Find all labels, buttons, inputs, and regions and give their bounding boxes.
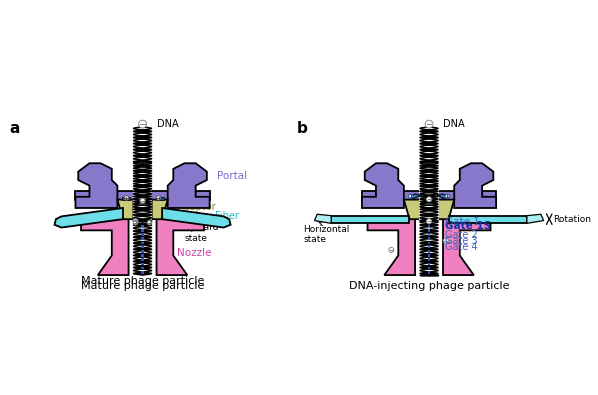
- Text: a: a: [10, 121, 20, 136]
- Text: Mature phage particle: Mature phage particle: [81, 281, 205, 291]
- Circle shape: [443, 238, 448, 243]
- Text: b: b: [296, 121, 307, 136]
- Bar: [419, 205, 439, 222]
- Polygon shape: [331, 216, 410, 223]
- Circle shape: [425, 120, 433, 128]
- Bar: [428, 263, 431, 265]
- Polygon shape: [81, 219, 129, 275]
- Bar: [428, 258, 431, 261]
- Polygon shape: [410, 194, 420, 198]
- Circle shape: [133, 220, 138, 225]
- Polygon shape: [448, 216, 527, 223]
- Text: Rotation: Rotation: [553, 214, 591, 224]
- Polygon shape: [362, 163, 404, 208]
- Text: Fiber: Fiber: [215, 211, 239, 221]
- Bar: [419, 220, 439, 275]
- Text: Gate 3: Gate 3: [445, 236, 478, 246]
- Text: Gate 1: Gate 1: [445, 217, 480, 227]
- Bar: [428, 246, 431, 248]
- Circle shape: [408, 194, 413, 199]
- Bar: [419, 127, 439, 163]
- Bar: [362, 191, 496, 199]
- Polygon shape: [454, 163, 496, 208]
- Bar: [428, 225, 431, 228]
- Text: Nozzle: Nozzle: [178, 248, 212, 258]
- Circle shape: [124, 196, 129, 200]
- Circle shape: [157, 196, 161, 200]
- Bar: [428, 242, 431, 244]
- Polygon shape: [54, 208, 123, 228]
- Bar: [419, 162, 439, 208]
- Polygon shape: [368, 219, 415, 275]
- Bar: [141, 258, 144, 261]
- Text: DNA: DNA: [443, 119, 465, 129]
- Bar: [133, 127, 152, 163]
- Bar: [141, 263, 144, 265]
- Text: Adaptor: Adaptor: [178, 202, 216, 212]
- Bar: [141, 250, 144, 252]
- Polygon shape: [527, 214, 544, 223]
- Bar: [141, 246, 144, 248]
- Circle shape: [147, 220, 152, 225]
- Bar: [133, 162, 152, 208]
- Circle shape: [389, 247, 394, 252]
- Bar: [428, 271, 431, 273]
- Circle shape: [140, 198, 145, 203]
- Circle shape: [133, 219, 138, 224]
- Polygon shape: [437, 194, 448, 198]
- Circle shape: [426, 219, 432, 224]
- Text: Valve: Valve: [460, 190, 486, 200]
- Text: Horizontal
state: Horizontal state: [303, 225, 350, 244]
- Bar: [141, 233, 144, 236]
- Polygon shape: [315, 214, 331, 223]
- Polygon shape: [443, 219, 490, 275]
- Polygon shape: [157, 219, 204, 275]
- Bar: [156, 197, 163, 199]
- Bar: [141, 271, 144, 273]
- Polygon shape: [167, 163, 210, 208]
- Bar: [428, 237, 431, 240]
- Text: DNA: DNA: [157, 119, 178, 129]
- Text: Mature phage particle: Mature phage particle: [81, 276, 205, 286]
- Polygon shape: [152, 199, 167, 219]
- Bar: [75, 191, 210, 199]
- Polygon shape: [117, 199, 133, 219]
- Polygon shape: [75, 163, 117, 208]
- Bar: [428, 229, 431, 231]
- Circle shape: [445, 194, 450, 199]
- Text: Gate 1S: Gate 1S: [445, 222, 491, 231]
- Polygon shape: [404, 199, 420, 219]
- Text: DNA-injecting phage particle: DNA-injecting phage particle: [349, 281, 509, 291]
- Text: Portal: Portal: [216, 171, 247, 181]
- Bar: [141, 254, 144, 257]
- Bar: [428, 267, 431, 269]
- Bar: [141, 242, 144, 244]
- Polygon shape: [438, 199, 454, 219]
- Bar: [428, 233, 431, 236]
- Bar: [133, 220, 152, 275]
- Bar: [122, 197, 130, 199]
- Bar: [133, 205, 152, 222]
- Text: Gate 2: Gate 2: [445, 229, 478, 239]
- Bar: [428, 254, 431, 257]
- Bar: [141, 225, 144, 228]
- Circle shape: [426, 197, 432, 202]
- Text: Upward
state: Upward state: [184, 223, 219, 243]
- Bar: [141, 237, 144, 240]
- Bar: [141, 267, 144, 269]
- Polygon shape: [162, 208, 231, 228]
- Bar: [141, 229, 144, 231]
- Bar: [428, 250, 431, 252]
- Text: Gate 4: Gate 4: [445, 242, 478, 252]
- Circle shape: [139, 120, 147, 128]
